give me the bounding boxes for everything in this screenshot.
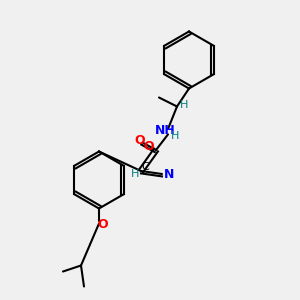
Text: H: H bbox=[131, 169, 139, 179]
Text: N: N bbox=[164, 167, 174, 181]
Text: H: H bbox=[170, 130, 179, 141]
Text: C: C bbox=[141, 162, 149, 172]
Text: H: H bbox=[180, 100, 189, 110]
Text: O: O bbox=[143, 140, 154, 154]
Text: O: O bbox=[135, 134, 146, 148]
Text: NH: NH bbox=[154, 124, 176, 137]
Text: O: O bbox=[97, 218, 108, 231]
